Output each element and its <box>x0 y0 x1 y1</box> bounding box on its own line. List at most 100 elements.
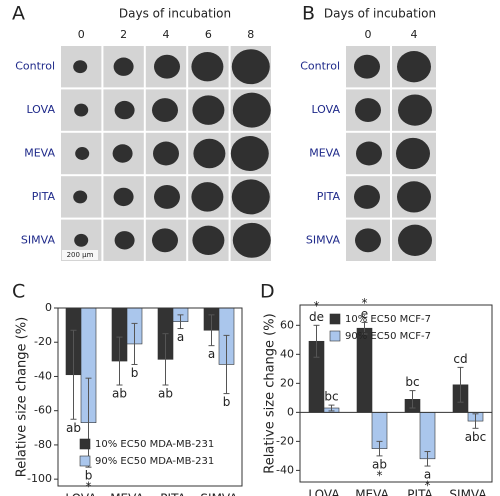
row-label: PITA <box>317 190 341 203</box>
legend-swatch <box>329 313 341 325</box>
x-tick-label: SIMVA <box>449 488 487 496</box>
y-tick-label: -40 <box>276 463 294 476</box>
y-tick-label: -60 <box>34 404 52 417</box>
spheroid <box>73 190 88 204</box>
row-label: Control <box>15 60 55 73</box>
annotation: * <box>377 468 383 482</box>
row-label: MEVA <box>24 147 55 160</box>
annotation: a <box>424 468 431 482</box>
spheroid <box>152 98 178 123</box>
spheroid <box>354 184 380 209</box>
spheroid <box>397 51 431 83</box>
y-tick-label: -40 <box>34 369 52 382</box>
y-tick-label: 20 <box>280 376 294 389</box>
spheroid <box>355 228 381 253</box>
spheroid <box>398 224 432 256</box>
spheroid <box>398 94 432 126</box>
day-label: 4 <box>411 28 418 41</box>
spheroid <box>113 187 134 207</box>
annotation: de <box>309 310 324 324</box>
annotation: a <box>177 330 184 344</box>
annotation: bc <box>405 375 419 389</box>
annotation: b <box>131 366 139 380</box>
spheroid <box>191 182 224 212</box>
panel-label: D <box>260 281 275 303</box>
y-tick-label: -100 <box>27 472 52 485</box>
day-label: 4 <box>163 28 170 41</box>
annotation: ab <box>66 421 81 435</box>
x-tick-label: SIMVA <box>200 492 238 496</box>
annotation: * <box>425 479 431 493</box>
day-label: 0 <box>78 28 85 41</box>
spheroid <box>191 51 224 82</box>
scale-bar-bg <box>62 250 98 260</box>
annotation: ab <box>112 387 127 401</box>
spheroid <box>397 181 431 213</box>
spheroid <box>231 179 270 215</box>
legend-label: 10% EC50 MDA-MB-231 <box>95 439 214 450</box>
spheroid <box>113 57 134 76</box>
annotation: * <box>86 480 92 494</box>
y-tick-label: 60 <box>280 318 294 331</box>
row-label: LOVA <box>311 103 340 116</box>
row-label: Control <box>300 60 340 73</box>
annotation: ab <box>158 387 173 401</box>
row-label: PITA <box>32 190 56 203</box>
annotation: cd <box>453 352 467 366</box>
legend-swatch <box>329 330 341 342</box>
annotation: e <box>361 307 368 321</box>
row-label: SIMVA <box>21 233 56 246</box>
spheroid <box>230 136 269 171</box>
grid-title: Days of incubation <box>119 7 231 21</box>
legend-swatch <box>79 455 91 467</box>
y-axis-label: Relative size change (%) <box>263 313 278 473</box>
annotation: * <box>314 299 320 313</box>
y-axis-label: Relative size change (%) <box>15 317 30 477</box>
spheroid <box>231 49 270 85</box>
x-tick-label: MEVA <box>110 492 144 496</box>
panel-label: B <box>302 3 315 25</box>
day-label: 0 <box>365 28 372 41</box>
spheroid <box>192 95 225 125</box>
spheroid <box>114 100 135 120</box>
day-label: 2 <box>120 28 127 41</box>
row-label: LOVA <box>26 103 55 116</box>
spheroid <box>114 231 135 250</box>
spheroid <box>232 92 271 128</box>
x-tick-label: PITA <box>407 488 433 496</box>
spheroid <box>154 54 180 79</box>
annotation: abc <box>465 430 487 444</box>
panel-label: A <box>12 3 25 25</box>
day-label: 8 <box>247 28 254 41</box>
y-tick-label: -20 <box>34 335 52 348</box>
spheroid <box>112 144 133 163</box>
annotation: b <box>223 395 231 409</box>
spheroid <box>232 222 271 258</box>
y-tick-label: 40 <box>280 347 294 360</box>
spheroid <box>354 54 380 79</box>
spheroid <box>73 60 88 74</box>
panel-label: C <box>12 281 25 303</box>
spheroid <box>355 98 381 123</box>
legend-label: 90% EC50 MDA-MB-231 <box>95 456 214 467</box>
spheroid <box>74 103 89 117</box>
spheroid <box>192 225 225 256</box>
spheroid <box>153 141 179 166</box>
x-tick-label: LOVA <box>65 492 97 496</box>
annotation: * <box>362 296 368 310</box>
annotation: bc <box>324 390 338 404</box>
spheroid <box>396 137 430 170</box>
x-tick-label: MEVA <box>355 488 389 496</box>
spheroid <box>74 233 89 247</box>
y-tick-label: -80 <box>34 438 52 451</box>
row-label: MEVA <box>309 147 340 160</box>
plot-frame <box>299 304 493 483</box>
spheroid <box>356 141 382 166</box>
x-tick-label: LOVA <box>308 488 340 496</box>
annotation: ab <box>372 457 387 471</box>
x-tick-label: PITA <box>160 492 186 496</box>
scale-bar: 200 μm <box>67 251 94 259</box>
grid-title: Days of incubation <box>324 7 436 21</box>
legend-label: 10% EC50 MCF-7 <box>345 314 431 325</box>
